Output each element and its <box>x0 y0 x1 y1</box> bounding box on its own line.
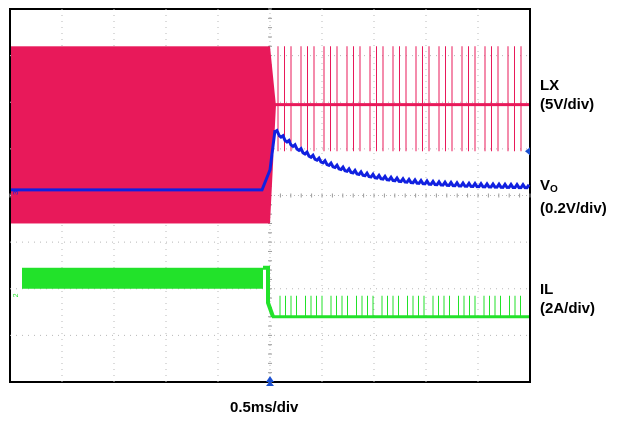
vo-scale: (0.2V/div) <box>540 199 607 218</box>
lx-channel-label: LX (5V/div) <box>540 76 594 114</box>
vo-name: V <box>540 177 550 194</box>
vo-channel-label: VO (0.2V/div) <box>540 176 607 218</box>
channel-marker-2: 2 <box>13 293 20 297</box>
il-ripple-band <box>22 268 263 289</box>
lx-name: LX <box>540 76 594 95</box>
lx-switching-band <box>11 46 270 223</box>
il-name: IL <box>540 280 595 299</box>
lx-scale: (5V/div) <box>540 95 594 114</box>
time-scale-label: 0.5ms/div <box>230 398 298 417</box>
il-scale: (2A/div) <box>540 299 595 318</box>
vo-name-sub: O <box>550 184 558 195</box>
channel-marker-1: 1 <box>13 177 20 181</box>
il-channel-label: IL (2A/div) <box>540 280 595 318</box>
channel-marker-3: 3 <box>13 191 20 195</box>
